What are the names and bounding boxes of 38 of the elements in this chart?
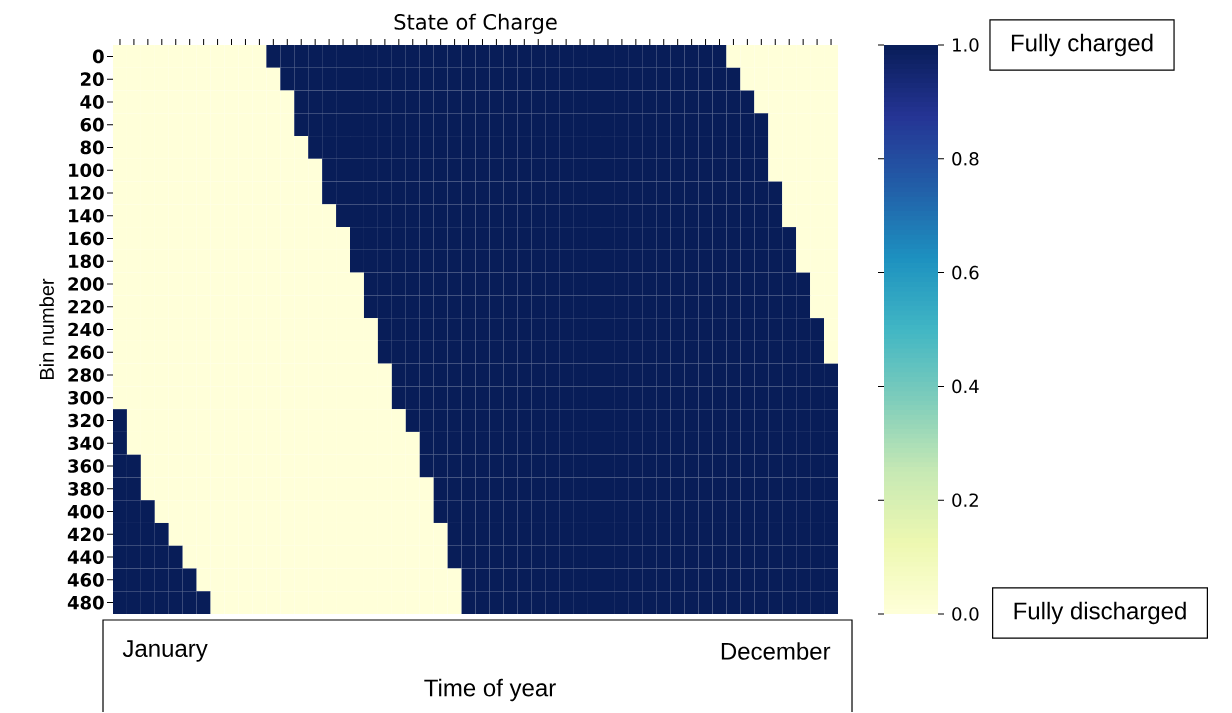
y-tick-label: 460: [67, 573, 104, 587]
y-tick-label: 440: [67, 550, 104, 564]
y-tick-label: 0: [92, 49, 104, 64]
y-tick-label: 320: [68, 413, 104, 428]
color-bar-label: 0.6: [952, 265, 979, 280]
color-bar-label: 0.0: [952, 607, 979, 621]
x-axis-title: Time of year: [424, 678, 556, 702]
chart-title: State of Charge: [394, 13, 557, 34]
y-tick-label: 380: [68, 482, 104, 496]
y-tick-label: 240: [68, 322, 104, 337]
y-tick-label: 40: [80, 95, 104, 109]
color-bar-label: 0.2: [952, 493, 978, 507]
y-tick-label: 200: [68, 277, 104, 291]
y-tick-label: 160: [69, 231, 104, 246]
text: Fully discharged: [1014, 601, 1186, 625]
y-axis-title: Bin number: [39, 278, 54, 380]
y-tick-label: 120: [69, 186, 104, 200]
y-tick-label: 260: [68, 345, 104, 360]
y-tick-label: 400: [67, 504, 104, 519]
y-tick-label: 20: [80, 72, 104, 86]
color-bar-label: 1.0: [953, 38, 979, 52]
y-tick-label: 340: [68, 436, 104, 451]
color-bar-label: 0.8: [952, 151, 979, 166]
y-tick-label: 60: [80, 117, 104, 132]
y-tick-label: 420: [67, 527, 104, 542]
y-tick-label: 80: [80, 140, 104, 155]
text: December: [721, 642, 831, 660]
y-tick-label: 100: [69, 163, 104, 177]
y-tick-label: 140: [69, 208, 104, 223]
y-tick-label: 180: [69, 254, 104, 269]
y-tick-label: 300: [68, 390, 104, 405]
y-tick-label: 280: [68, 368, 104, 382]
text: Fully charged: [1011, 33, 1153, 57]
text: January: [122, 640, 208, 662]
y-tick-label: 360: [68, 459, 104, 473]
y-tick-label: 480: [67, 595, 104, 610]
color-bar-label: 0.4: [952, 379, 979, 394]
y-tick-label: 220: [68, 299, 104, 314]
